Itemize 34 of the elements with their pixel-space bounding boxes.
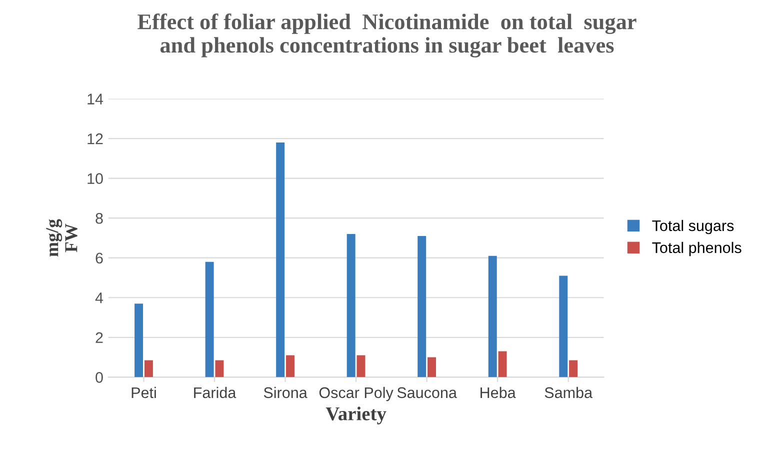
y-tick-label: 6: [96, 252, 103, 264]
chart-title: Effect of foliar applied Nicotinamide on total sugar and phenols concentrations in sugar beet leaves: [138, 13, 636, 58]
bar: [488, 256, 497, 378]
bar: [346, 234, 356, 378]
y-tick-label: 2: [96, 332, 103, 343]
bar: [144, 360, 153, 378]
x-tick-label: Heba: [480, 386, 516, 398]
bar: [559, 276, 568, 378]
bar: [356, 355, 366, 378]
bar: [286, 355, 294, 378]
bar: [498, 351, 507, 378]
x-tick-label: Oscar Poly: [319, 386, 394, 402]
x-tick-label: Sirona: [264, 386, 308, 398]
bar: [205, 262, 214, 378]
bar: [276, 142, 285, 378]
x-tick-label: Farida: [194, 386, 236, 398]
bar: [428, 357, 436, 378]
legend-label: Total sugars: [652, 220, 734, 234]
bar: [215, 360, 224, 378]
y-tick-label: 10: [88, 173, 103, 184]
y-tick-label: 4: [95, 292, 104, 304]
y-tick-label: 14: [88, 94, 104, 104]
y-tick-label: 0: [96, 372, 103, 383]
bar: [569, 360, 578, 378]
legend-label: Total phenols: [652, 242, 742, 256]
x-tick-label: Peti: [132, 386, 156, 398]
x-tick-label: Samba: [544, 386, 593, 398]
y-axis-title: mg/g FW: [46, 219, 78, 257]
x-axis-title: Variety: [326, 406, 386, 424]
bar: [418, 236, 426, 378]
x-tick-label: Saucona: [397, 387, 457, 398]
y-tick-label: 12: [88, 133, 103, 144]
y-tick-label: 8: [96, 212, 103, 224]
bar: [134, 304, 144, 378]
